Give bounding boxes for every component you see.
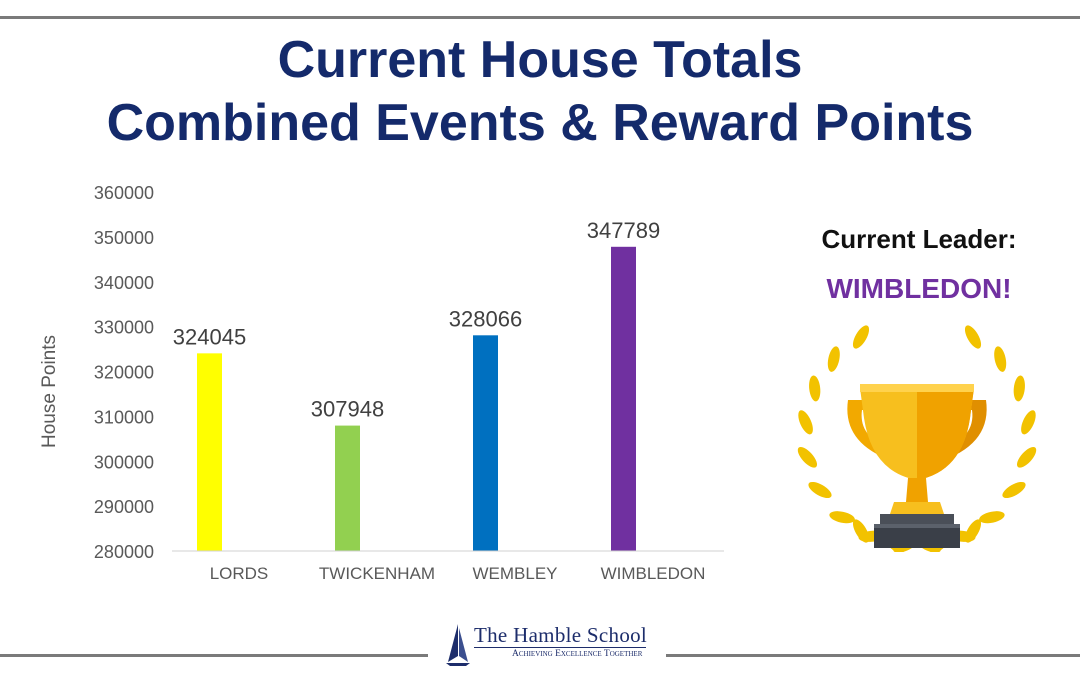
bottom-divider-right bbox=[666, 654, 1080, 657]
school-logo: The Hamble School Achieving Excellence T… bbox=[444, 622, 664, 666]
y-tick-label: 350000 bbox=[94, 228, 154, 248]
page-title-line-1: Current House Totals bbox=[277, 31, 803, 89]
y-tick-label: 360000 bbox=[94, 183, 154, 203]
bar-wimbledon bbox=[611, 246, 636, 551]
y-tick-label: 300000 bbox=[94, 452, 154, 472]
bottom-divider-left bbox=[0, 654, 428, 657]
laurel-leaf bbox=[829, 511, 855, 524]
laurel-leaf bbox=[979, 511, 1005, 524]
sailboat-icon bbox=[446, 624, 470, 666]
top-divider bbox=[0, 16, 1080, 19]
school-name-underline bbox=[474, 647, 646, 648]
laurel-leaf bbox=[964, 325, 982, 349]
laurel-leaf bbox=[797, 446, 818, 468]
bar-lords bbox=[197, 353, 222, 551]
laurel-leaf bbox=[1021, 410, 1036, 435]
y-tick-label: 330000 bbox=[94, 318, 154, 338]
laurel-leaf bbox=[1016, 446, 1037, 468]
laurel-leaf bbox=[1002, 481, 1026, 499]
laurel-leaf bbox=[1013, 375, 1025, 402]
data-label: 324045 bbox=[173, 324, 246, 349]
x-axis: LORDS TWICKENHAM WEMBLEY WIMBLEDON bbox=[210, 564, 706, 583]
laurel-leaf bbox=[994, 346, 1007, 372]
data-labels: 324045 307948 328066 347789 bbox=[173, 218, 660, 422]
laurel-leaf bbox=[852, 519, 870, 543]
current-leader-value: WIMBLEDON! bbox=[826, 273, 1012, 304]
laurel-wreath-icon bbox=[797, 325, 1037, 552]
school-motto: Achieving Excellence Together bbox=[512, 649, 643, 659]
bar-wembley bbox=[473, 335, 498, 551]
current-leader-label: Current Leader: bbox=[821, 224, 1017, 254]
trophy-icon bbox=[847, 384, 987, 548]
house-points-bar-chart: 280000 290000 300000 310000 320000 330000 3400… bbox=[39, 183, 724, 583]
y-tick-label: 310000 bbox=[94, 407, 154, 427]
y-tick-label: 340000 bbox=[94, 273, 154, 293]
data-label: 328066 bbox=[449, 306, 522, 331]
x-tick-label: TWICKENHAM bbox=[319, 564, 435, 583]
school-name: The Hamble School bbox=[474, 623, 648, 647]
bars bbox=[197, 246, 636, 551]
data-label: 307948 bbox=[311, 397, 384, 422]
laurel-leaf bbox=[808, 481, 832, 499]
trophy-with-laurel-wreath-icon bbox=[797, 325, 1037, 552]
y-tick-label: 290000 bbox=[94, 497, 154, 517]
laurel-leaf bbox=[852, 325, 870, 349]
data-label: 347789 bbox=[587, 218, 660, 243]
laurel-leaf bbox=[798, 410, 813, 435]
y-axis: 280000 290000 300000 310000 320000 330000 3400… bbox=[94, 183, 154, 562]
y-axis-title: House Points bbox=[39, 335, 60, 448]
page-title-line-2: Combined Events & Reward Points bbox=[106, 94, 974, 152]
bar-twickenham bbox=[335, 425, 360, 551]
x-tick-label: LORDS bbox=[210, 564, 269, 583]
x-tick-label: WEMBLEY bbox=[472, 564, 557, 583]
y-tick-label: 280000 bbox=[94, 542, 154, 562]
laurel-leaf bbox=[809, 375, 821, 402]
laurel-leaf bbox=[827, 346, 840, 372]
x-tick-label: WIMBLEDON bbox=[601, 564, 706, 583]
y-tick-label: 320000 bbox=[94, 363, 154, 383]
